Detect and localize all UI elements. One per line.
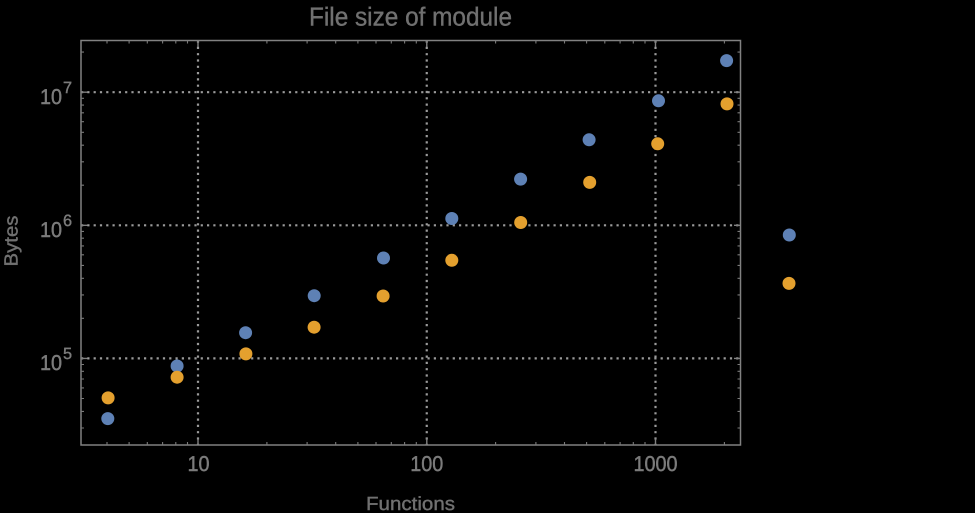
svg-text:10: 10 — [40, 85, 62, 109]
svg-text:10: 10 — [40, 218, 62, 242]
svg-text:10: 10 — [188, 452, 210, 476]
svg-text:1000: 1000 — [634, 452, 678, 476]
svg-text:File size of module: File size of module — [309, 2, 512, 32]
svg-text:Bytes: Bytes — [2, 216, 23, 267]
svg-text:100: 100 — [410, 452, 443, 476]
svg-text:7: 7 — [63, 79, 72, 97]
svg-text:10: 10 — [40, 351, 62, 375]
svg-text:6: 6 — [63, 212, 72, 230]
svg-text:5: 5 — [63, 345, 72, 363]
svg-text:Functions: Functions — [366, 494, 455, 513]
